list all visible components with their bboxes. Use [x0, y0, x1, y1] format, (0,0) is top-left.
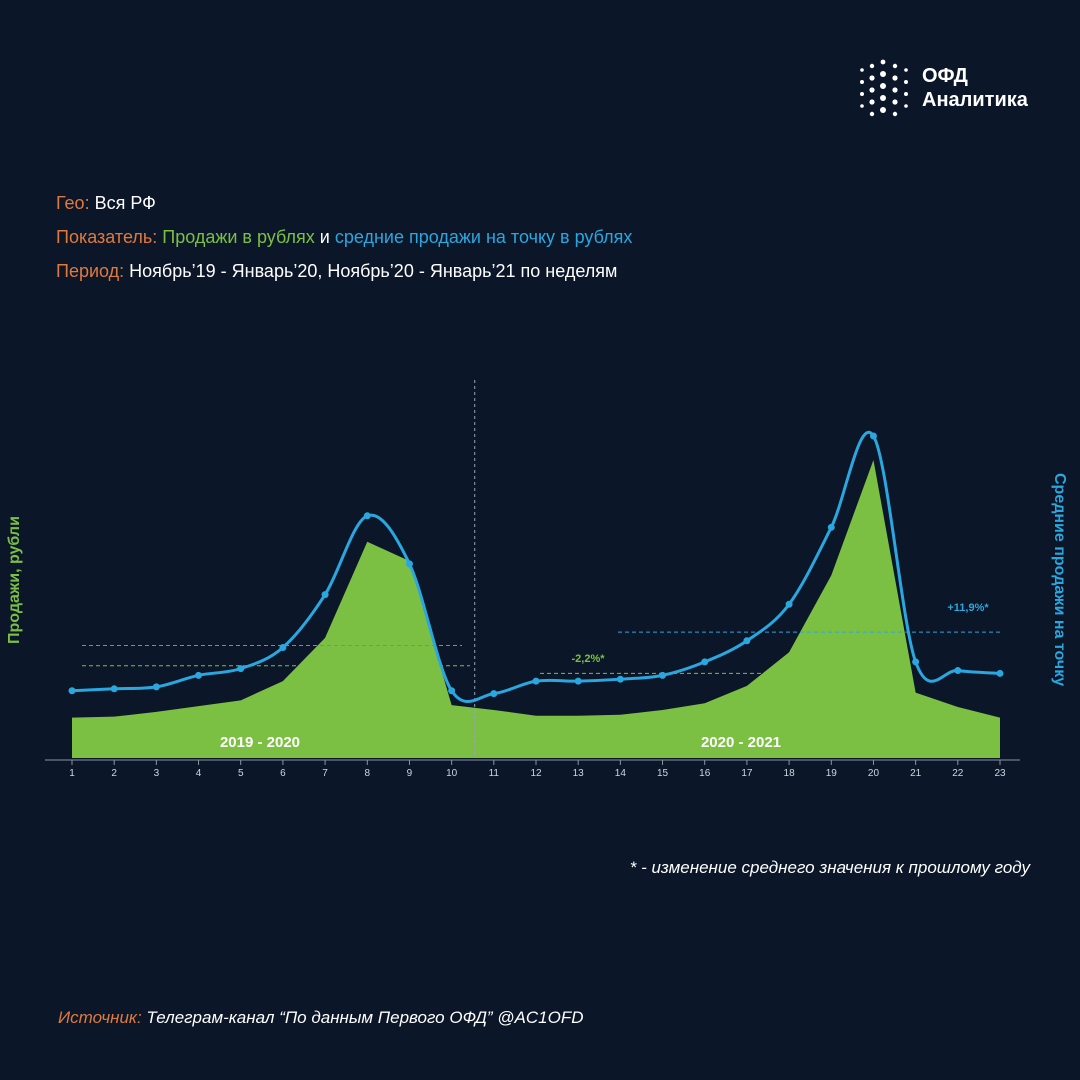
avg-sales-point-23 — [996, 669, 1004, 677]
x-tick-label-10: 10 — [446, 768, 458, 779]
x-tick-label-21: 21 — [910, 768, 922, 779]
metric-line: Показатель: Продажи в рублях и средние п… — [56, 220, 632, 254]
avg-sales-point-20 — [869, 432, 877, 440]
avg-sales-point-17 — [743, 637, 751, 645]
x-tick-label-4: 4 — [196, 768, 202, 779]
x-tick-label-1: 1 — [69, 768, 75, 779]
x-tick-label-5: 5 — [238, 768, 244, 779]
avg-sales-point-10 — [448, 687, 456, 695]
metric-and: и — [319, 227, 330, 247]
avg-sales-point-15 — [659, 671, 667, 679]
season-label-1: 2019 - 2020 — [220, 734, 300, 751]
logo-text: ОФД Аналитика — [922, 64, 1028, 112]
x-tick-label-23: 23 — [994, 768, 1006, 779]
x-tick-label-9: 9 — [407, 768, 413, 779]
x-tick-label-13: 13 — [573, 768, 585, 779]
metric-label: Показатель: — [56, 227, 158, 247]
avg-sales-point-18 — [785, 600, 793, 608]
avg-sales-point-9 — [405, 560, 413, 568]
logo-line-2: Аналитика — [922, 89, 1028, 111]
x-tick-label-7: 7 — [322, 768, 328, 779]
avg-sales-point-1 — [68, 687, 76, 695]
y-axis-label-left: Продажи, рубли — [6, 516, 23, 644]
x-tick-label-15: 15 — [657, 768, 669, 779]
metric-blue: средние продажи на точку в рублях — [334, 227, 633, 247]
x-tick-label-16: 16 — [699, 768, 711, 779]
logo-dots-icon — [860, 59, 908, 117]
x-tick-label-22: 22 — [952, 768, 964, 779]
avg-sales-point-22 — [954, 667, 962, 675]
avg-sales-point-7 — [321, 591, 329, 599]
x-tick-label-6: 6 — [280, 768, 286, 779]
source-label: Источник: — [58, 1008, 142, 1027]
avg-sales-point-13 — [574, 677, 582, 685]
avg-sales-point-11 — [490, 690, 498, 698]
metric-green: Продажи в рублях — [162, 227, 315, 247]
x-tick-label-14: 14 — [615, 768, 627, 779]
logo-line-1: ОФД — [922, 65, 968, 87]
x-tick-label-20: 20 — [868, 768, 880, 779]
avg-sales-point-12 — [532, 677, 540, 685]
source: Источник: Телеграм-канал “По данным Перв… — [58, 1008, 584, 1028]
chart-meta: Гео: Вся РФ Показатель: Продажи в рублях… — [56, 186, 632, 288]
x-tick-label-17: 17 — [741, 768, 753, 779]
avg-sales-point-6 — [279, 643, 287, 651]
footnote: * - изменение среднего значения к прошло… — [629, 858, 1030, 877]
x-tick-label-19: 19 — [826, 768, 838, 779]
avg-sales-point-19 — [827, 523, 835, 531]
season-label-2: 2020 - 2021 — [701, 734, 781, 751]
source-text: Телеграм-канал “По данным Первого ОФД” @… — [146, 1008, 584, 1027]
x-tick-label-2: 2 — [111, 768, 117, 779]
annotation-avg-change: +11,9%* — [947, 602, 989, 614]
annotation-sales-change: -2,2%* — [571, 653, 605, 665]
x-tick-label-3: 3 — [154, 768, 160, 779]
period-line: Период: Ноябрь’19 - Январь’20, Ноябрь’20… — [56, 254, 632, 288]
x-tick-label-11: 11 — [489, 768, 500, 779]
avg-sales-point-3 — [152, 683, 160, 691]
x-tick-label-12: 12 — [530, 768, 542, 779]
geo-line: Гео: Вся РФ — [56, 186, 632, 220]
avg-sales-point-16 — [701, 658, 709, 666]
period-value: Ноябрь’19 - Январь’20, Ноябрь’20 - Январ… — [129, 261, 618, 281]
avg-sales-point-5 — [237, 665, 245, 673]
geo-value: Вся РФ — [94, 193, 156, 213]
x-tick-label-8: 8 — [364, 768, 370, 779]
period-label: Период: — [56, 261, 125, 281]
sales-chart: 1 2 3 4 5 6 7 8 9 10 11 12 13 14 15 16 17 18 19 20 21 22 23201… — [45, 380, 1020, 779]
x-tick-label-18: 18 — [784, 768, 796, 779]
geo-label: Гео: — [56, 193, 90, 213]
avg-sales-point-4 — [195, 671, 203, 679]
avg-sales-point-21 — [912, 658, 920, 666]
avg-sales-point-14 — [616, 675, 624, 683]
sales-area — [72, 460, 1000, 758]
y-axis-label-right: Средние продажи на точку — [1051, 473, 1068, 687]
avg-sales-point-8 — [363, 512, 371, 520]
avg-sales-point-2 — [110, 685, 118, 693]
logo: ОФД Аналитика — [858, 58, 1048, 122]
